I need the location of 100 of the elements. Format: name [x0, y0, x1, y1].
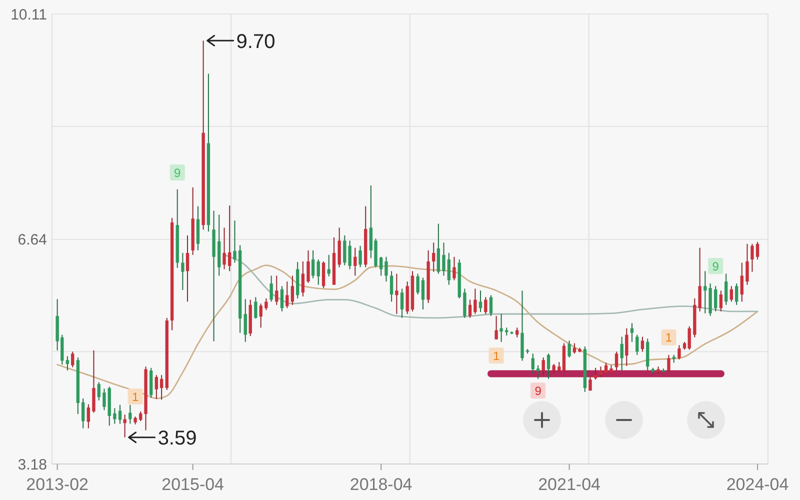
candlestick [452, 256, 456, 281]
annotation: 1 [132, 390, 139, 404]
candlestick [118, 404, 122, 424]
annotation: 9 [712, 259, 720, 274]
candlestick [421, 277, 425, 310]
candlestick [181, 252, 184, 290]
candlestick [311, 250, 315, 279]
candlestick [71, 351, 74, 368]
candlestick [494, 315, 498, 340]
candlestick [604, 362, 608, 374]
candlestick [625, 328, 628, 366]
candlestick [588, 376, 592, 392]
candlestick [474, 288, 477, 314]
candlestick [395, 273, 398, 314]
candlestick [463, 288, 466, 318]
candlestick [478, 290, 482, 313]
candlestick [594, 367, 598, 380]
candlestick [436, 223, 440, 274]
candlestick [286, 281, 289, 309]
candlestick [348, 240, 352, 270]
candlestick [572, 342, 576, 354]
candlestick [500, 314, 503, 342]
candlestick [92, 350, 96, 414]
candlestick [270, 275, 273, 302]
candlestick [233, 220, 236, 264]
candlestick [139, 410, 142, 422]
candlestick [568, 340, 571, 358]
annotation: 1 [665, 330, 672, 345]
candlestick [228, 205, 232, 272]
candlestick [358, 245, 362, 268]
y-tick-label: 3.18 [18, 456, 47, 474]
candlestick [442, 242, 446, 276]
candlestick [536, 364, 540, 380]
candlestick [750, 243, 754, 272]
candlestick [316, 258, 320, 286]
candlestick [468, 299, 472, 318]
candlestick [630, 322, 634, 342]
candlestick [636, 334, 639, 356]
candlestick [740, 262, 744, 302]
x-tick-label: 2013-02 [26, 475, 89, 494]
x-tick-label: 2018-04 [350, 475, 412, 494]
candlestick [354, 247, 357, 276]
line-series [224, 254, 758, 319]
candlestick [531, 353, 534, 374]
candlestick [558, 362, 561, 372]
y-tick-label: 10.11 [10, 6, 47, 24]
candlestick [447, 252, 450, 286]
candlestick [264, 298, 268, 311]
candlestick [640, 336, 644, 352]
candlestick [714, 286, 718, 312]
candlestick [82, 398, 85, 429]
annotation: 1 [492, 348, 500, 363]
candlestick [719, 290, 723, 312]
annotation: 9 [174, 166, 182, 180]
candlestick [730, 286, 734, 302]
x-tick-label: 2024-04 [726, 475, 789, 494]
candlestick [552, 364, 556, 374]
candlestick [254, 296, 258, 320]
x-tick-label: 2021-04 [538, 475, 600, 494]
candlestick [290, 275, 294, 306]
candlestick [280, 286, 284, 312]
candlestick [222, 227, 226, 270]
candlestick [97, 382, 100, 401]
candlestick [327, 254, 330, 277]
candlestick [614, 351, 618, 371]
candlestick [756, 241, 760, 260]
candlestick [154, 374, 158, 400]
candlestick [484, 296, 488, 314]
candlestick [123, 414, 126, 438]
annotation: 9.70 [236, 30, 276, 53]
candlestick [667, 354, 670, 372]
y-tick-label: 6.64 [18, 232, 47, 249]
candlestick [86, 404, 90, 429]
candlestick [343, 234, 346, 266]
candlestick [724, 273, 728, 306]
candlestick [113, 408, 116, 424]
candlestick [515, 327, 519, 338]
candlestick [489, 294, 493, 316]
candlestick [400, 288, 404, 318]
candlestick [322, 260, 326, 289]
candlestick [275, 275, 278, 306]
candlestick [432, 242, 436, 272]
candlestick [734, 282, 738, 306]
candlestick [620, 336, 624, 371]
candlestick [186, 234, 190, 302]
candlestick [306, 250, 310, 284]
candlestick [542, 357, 545, 376]
candlestick [379, 256, 383, 276]
candlestick [102, 388, 106, 411]
annotation: 3.59 [158, 428, 197, 450]
candlestick [599, 366, 602, 378]
candlestick [301, 260, 305, 297]
x-tick-label: 2015-04 [162, 475, 224, 494]
candlestick [746, 243, 749, 286]
candlestick [390, 270, 394, 302]
candlestick [546, 353, 550, 380]
candlestick [259, 303, 262, 328]
candlestick [416, 273, 420, 296]
candlestick [678, 344, 681, 360]
candlestick [66, 356, 70, 371]
